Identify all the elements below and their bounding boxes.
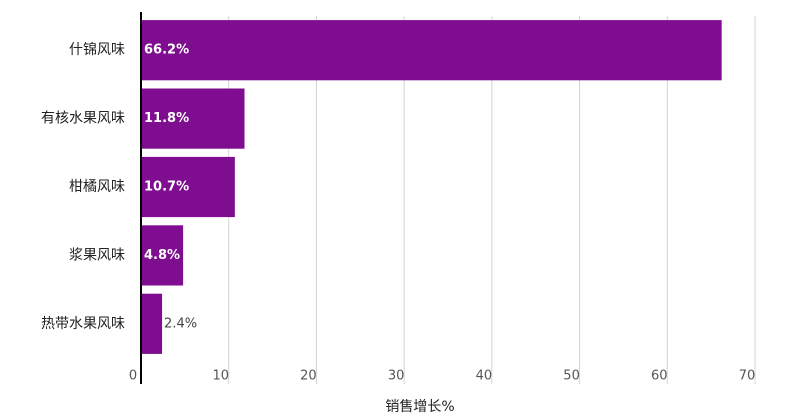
value-label: 2.4% [164,316,197,331]
bar [141,293,163,354]
bar [141,88,245,149]
y-tick-label: 有核水果风味 [41,111,125,127]
x-tick-label: 0 [129,369,137,384]
bar [141,225,184,286]
y-tick-label: 浆果风味 [69,247,125,263]
bar [141,20,722,81]
x-tick-label: 50 [563,369,580,384]
y-tick-label: 柑橘风味 [69,179,125,195]
x-axis-label: 销售增长% [385,399,454,415]
x-tick-label: 60 [651,369,668,384]
value-label: 11.8% [144,111,189,126]
x-tick-label: 10 [212,369,229,384]
x-tick-label: 70 [739,369,756,384]
value-label: 4.8% [144,248,180,263]
bar [141,156,235,218]
x-tick-label: 30 [388,369,405,384]
y-tick-label: 热带水果风味 [41,316,125,332]
x-tick-label: 20 [300,369,317,384]
value-label: 10.7% [144,180,189,195]
x-tick-label: 40 [476,369,493,384]
value-label: 66.2% [144,43,189,58]
y-tick-label: 什锦风味 [69,41,125,58]
